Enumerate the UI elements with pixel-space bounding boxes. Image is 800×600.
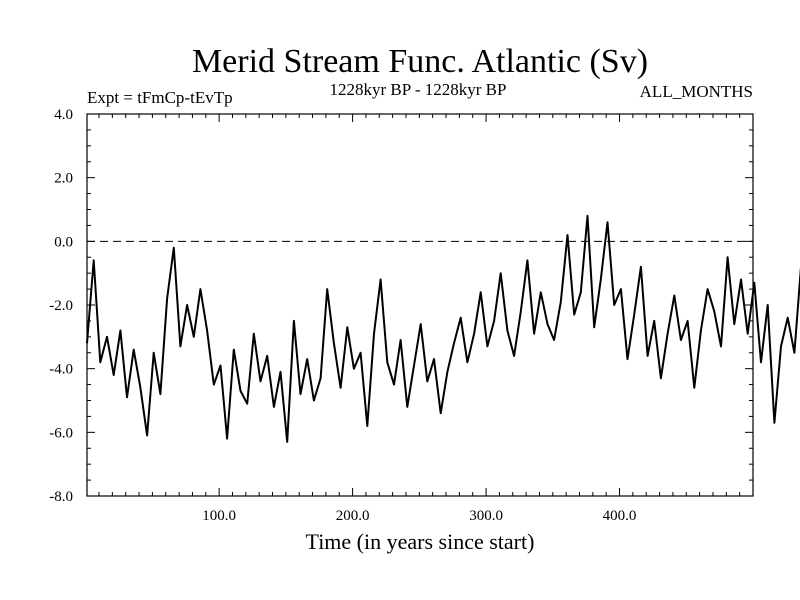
- chart-title: Merid Stream Func. Atlantic (Sv): [192, 43, 648, 80]
- ticks-layer: 100.0 200.0 300.0 400.0 -8.0 -6.0 -4.0 -2.0 0.0 2…: [49, 107, 753, 524]
- y-tick-label: 0.0: [54, 234, 73, 250]
- y-tick-label: 4.0: [54, 107, 73, 123]
- y-tick-label: -4.0: [49, 362, 73, 378]
- x-tick-label: 300.0: [469, 508, 503, 524]
- series-line: [86, 214, 800, 443]
- x-axis-label: Time (in years since start): [306, 529, 535, 554]
- x-tick-label: 100.0: [202, 508, 236, 524]
- y-tick-label: -6.0: [49, 425, 73, 441]
- x-tick-label: 400.0: [603, 508, 637, 524]
- y-tick-label: -8.0: [49, 489, 73, 505]
- chart-subtitle-right: ALL_MONTHS: [640, 82, 753, 101]
- chart-subtitle-center: 1228kyr BP - 1228kyr BP: [330, 80, 507, 99]
- y-tick-label: -2.0: [49, 298, 73, 314]
- x-tick-label: 200.0: [336, 508, 370, 524]
- series-layer: [86, 214, 800, 443]
- y-tick-label: 2.0: [54, 171, 73, 187]
- chart-subtitle-left: Expt = tFmCp-tEvTp: [87, 88, 233, 107]
